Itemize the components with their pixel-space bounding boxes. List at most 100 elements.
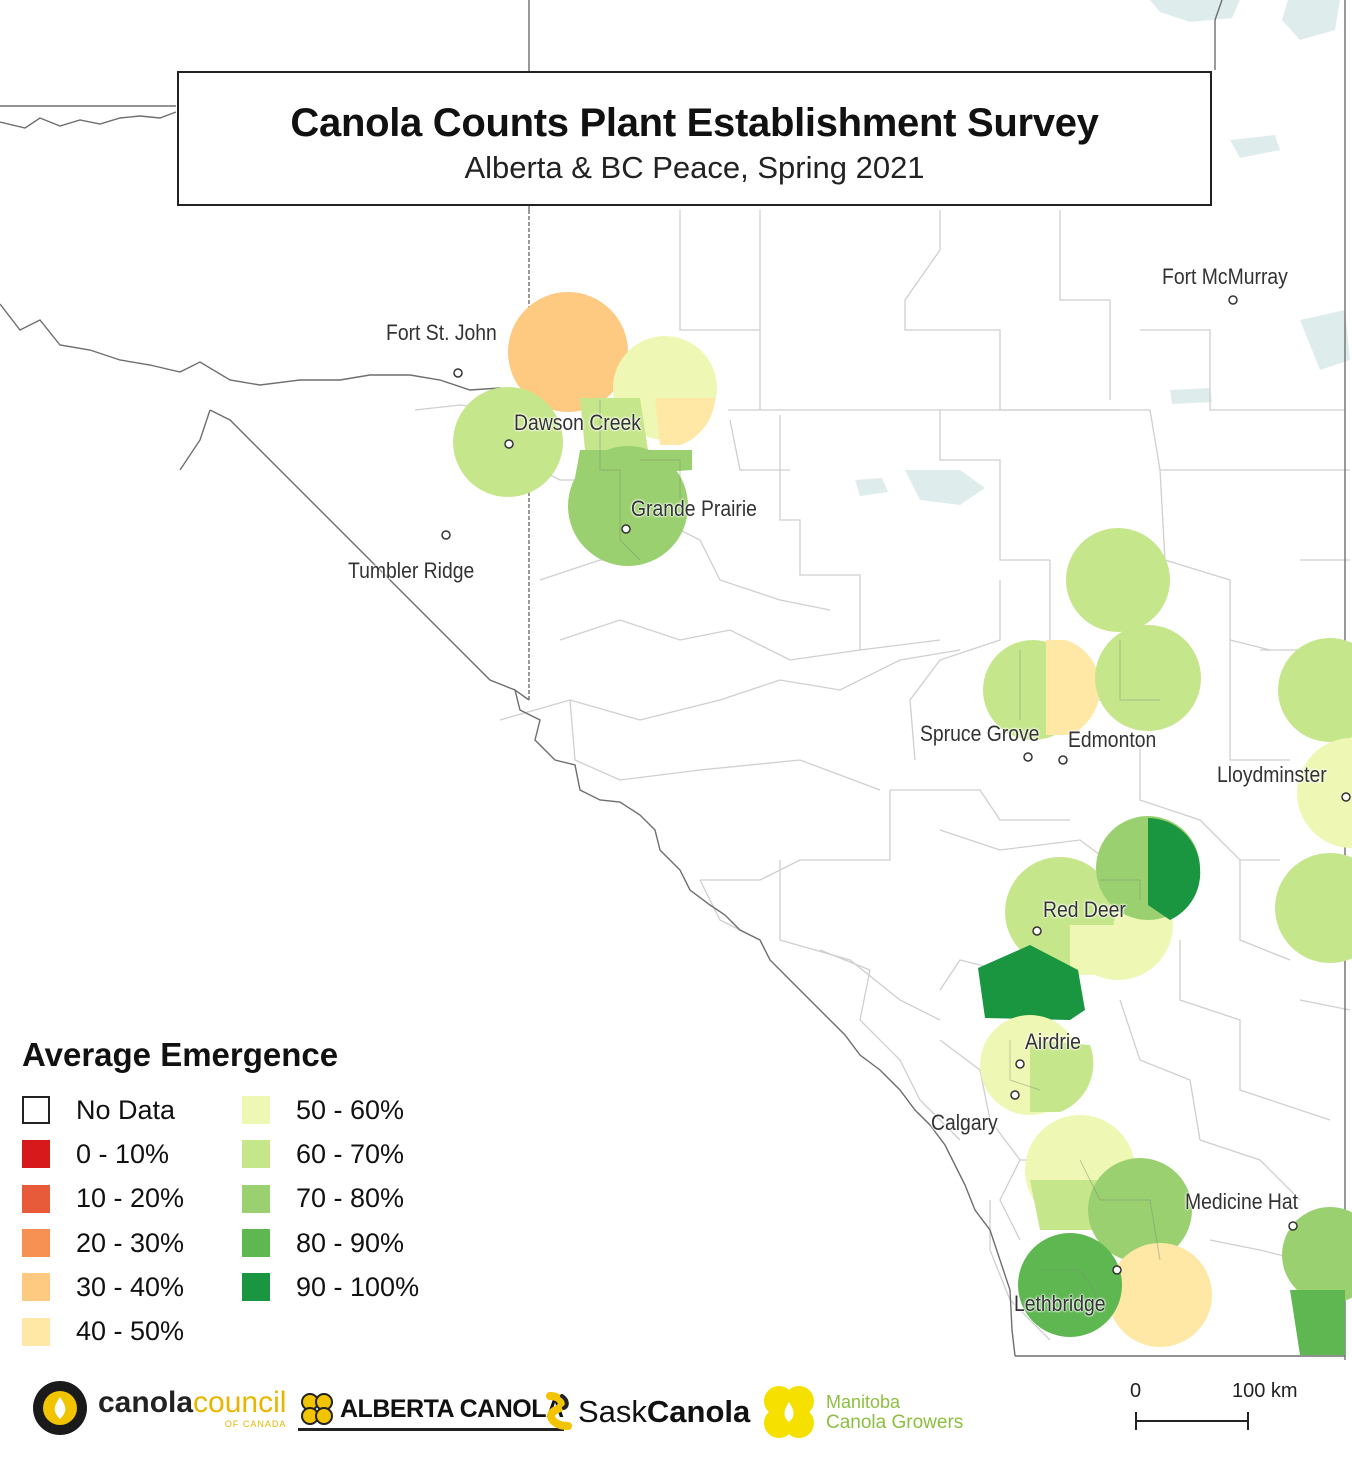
sask-canola-logo: Sask Canola [542,1392,750,1432]
city-marker [1010,1090,1020,1100]
survey-cell [1018,1233,1122,1337]
water-bodies [855,0,1350,505]
legend-swatch [242,1184,270,1213]
manitoba-canola-logo: Manitoba Canola Growers [758,1382,963,1444]
map-title: Canola Counts Plant Establishment Survey [290,101,1099,145]
city-marker [1015,1059,1025,1069]
boundary-overlay [599,400,1161,1301]
legend-label: 70 - 80% [296,1183,405,1214]
city-marker [1058,755,1068,765]
manitoba-canola-line2: Canola Growers [826,1412,964,1434]
city-marker [621,524,631,534]
canola-council-subtitle: OF CANADA [224,1418,287,1429]
city-label-edmonton: Edmonton [1068,727,1157,752]
canola-council-logo: canolacouncil OF CANADA [30,1378,286,1438]
scale-end-label: 100 km [1232,1380,1298,1402]
legend-item: 90 - 100% [242,1265,462,1309]
survey-cell [1278,638,1352,742]
legend-swatch [22,1096,50,1125]
survey-cell [1282,1207,1352,1303]
legend-swatch [22,1140,50,1169]
legend-label: 60 - 70% [296,1138,405,1169]
city-label-lethbridge: Lethbridge [1014,1291,1106,1316]
survey-cell [508,292,628,412]
city-marker [453,368,463,378]
legend-label: 20 - 30% [76,1227,185,1258]
city-marker [1288,1221,1298,1231]
legend-item: 20 - 30% [22,1221,242,1265]
legend-item: 60 - 70% [242,1132,462,1176]
legend-column-left: No Data 0 - 10% 10 - 20% 20 - 30% 30 - 4… [22,1088,242,1354]
legend-label: 50 - 60% [296,1094,405,1125]
manitoba-canola-line1: Manitoba [826,1391,901,1412]
city-label-red-deer: Red Deer [1043,897,1126,922]
canola-council-wordmark: canola [98,1385,194,1419]
city-label-tumbler-ridge: Tumbler Ridge [348,558,475,583]
city-marker [1032,926,1042,936]
city-marker [1228,295,1238,305]
survey-cell [655,398,715,445]
legend: Average Emergence No Data 0 - 10% 10 - 2… [22,1036,462,1354]
legend-column-right: 50 - 60% 60 - 70% 70 - 80% 80 - 90% 90 -… [242,1088,462,1354]
survey-cell [568,446,688,566]
city-markers [441,295,1351,1275]
legend-item: 50 - 60% [242,1088,462,1132]
legend-title: Average Emergence [22,1036,339,1073]
scale-bar-line [1135,1412,1249,1430]
survey-coverage [453,292,1352,1355]
legend-label: 10 - 20% [76,1183,185,1214]
legend-item: 30 - 40% [22,1265,242,1309]
survey-cell [1148,818,1201,920]
survey-cell [1095,625,1201,731]
legend-label: 0 - 10% [76,1138,170,1169]
legend-item: 80 - 90% [242,1221,462,1265]
survey-cell [1070,925,1118,975]
manitoba-canola-icon [764,1386,814,1438]
alberta-canola-wordmark: ALBERTA CANOLA [340,1394,564,1423]
canola-council-icon [33,1381,87,1435]
survey-cell [1275,853,1352,963]
city-marker [1023,752,1033,762]
city-marker [441,530,451,540]
city-label-fort-st-john: Fort St. John [386,320,497,345]
legend-swatch [242,1273,270,1302]
city-label-airdrie: Airdrie [1025,1029,1081,1054]
scale-bar: 0 100 km [1120,1380,1310,1440]
survey-cell [1290,1290,1345,1355]
survey-cell [580,398,648,450]
city-label-grande-prairie: Grande Prairie [631,496,757,521]
legend-item: 10 - 20% [22,1177,242,1221]
survey-cell [1066,528,1170,632]
city-label-calgary: Calgary [931,1110,998,1135]
scale-start-label: 0 [1130,1380,1142,1402]
survey-cell [1297,738,1352,848]
sask-canola-icon [546,1392,572,1430]
alberta-canola-icon [301,1393,333,1425]
legend-label: 30 - 40% [76,1271,185,1302]
sask-canola-wordmark-b: Canola [646,1394,751,1429]
legend-label: No Data [76,1094,176,1125]
canola-council-wordmark-accent: council [193,1385,287,1419]
legend-swatch [242,1140,270,1169]
city-label-fort-mcmurray: Fort McMurray [1162,264,1288,289]
legend-swatch [22,1229,50,1258]
city-marker [1112,1265,1122,1275]
survey-cell [1108,1243,1212,1347]
city-label-dawson-creek: Dawson Creek [514,410,641,435]
survey-cell [1088,1158,1192,1262]
city-label-medicine-hat: Medicine Hat [1185,1189,1298,1214]
map-title-box: Canola Counts Plant Establishment Survey… [177,71,1212,206]
legend-item: No Data [22,1088,242,1132]
city-marker [1341,792,1351,802]
map-subtitle: Alberta & BC Peace, Spring 2021 [464,150,925,185]
city-marker [504,439,514,449]
legend-swatch [242,1096,270,1125]
sponsor-logos: canolacouncil OF CANADA ALBERTA CANOLA S… [0,1372,1352,1462]
city-label-lloydminster: Lloydminster [1217,762,1327,787]
survey-cell [1030,1040,1094,1112]
sask-canola-wordmark-a: Sask [578,1394,647,1429]
legend-item: 70 - 80% [242,1177,462,1221]
legend-label: 80 - 90% [296,1227,405,1258]
legend-item: 0 - 10% [22,1132,242,1176]
